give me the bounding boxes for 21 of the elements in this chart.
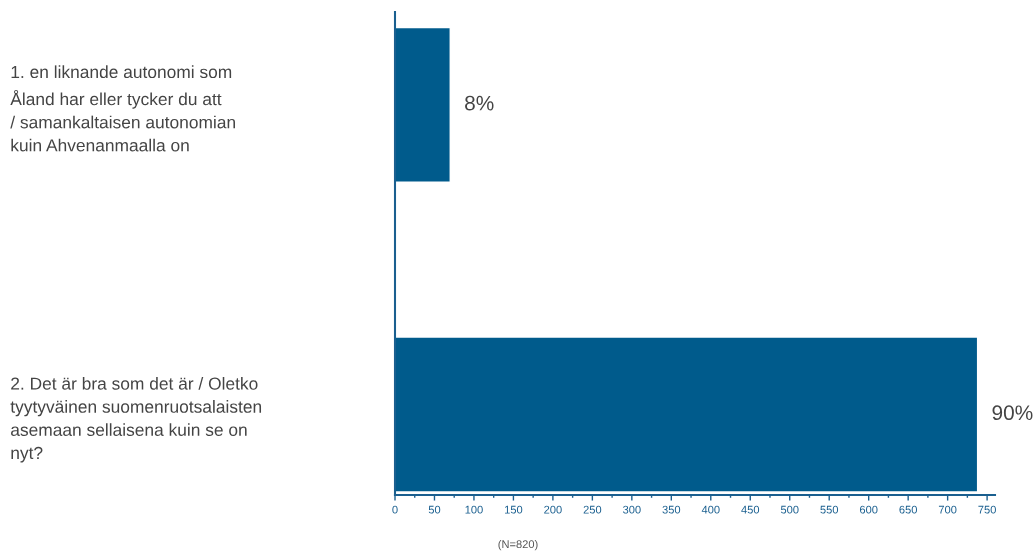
- x-tick-label: 650: [899, 505, 917, 514]
- x-tick-label: 150: [505, 505, 523, 514]
- x-tick-label: 550: [820, 505, 839, 514]
- x-tick-label: 200: [544, 505, 562, 514]
- x-tick-label: 600: [859, 505, 878, 514]
- x-tick-label: 0: [392, 505, 398, 514]
- x-tick-label: 450: [741, 505, 760, 514]
- x-tick-label: 400: [701, 505, 720, 514]
- y-tick-label: 1. en liknande autonomi som Åland har eller tycker du att / samankaltaisen autonomian kuin Ahvenanmaalla on: [10, 65, 235, 152]
- x-tick-label: 50: [428, 505, 441, 514]
- annotation: 90%: [992, 405, 1033, 421]
- x-tick-label: 100: [465, 505, 483, 514]
- x-tick-label: 750: [978, 505, 996, 514]
- y-tick-label: 2. Det är bra som det är / Oletko tyytyväinen suomenruotsalaisten asemaan sellaisena kuin se on nyt?: [10, 377, 262, 463]
- x-tick-label: 250: [583, 505, 602, 514]
- text: (N=820): [498, 539, 538, 551]
- x-tick-label: 350: [662, 505, 681, 514]
- x-tick-label: 700: [938, 505, 957, 514]
- x-tick-label: 500: [780, 505, 799, 514]
- annotation: 8%: [465, 95, 494, 111]
- x-tick-label: 300: [623, 505, 641, 514]
